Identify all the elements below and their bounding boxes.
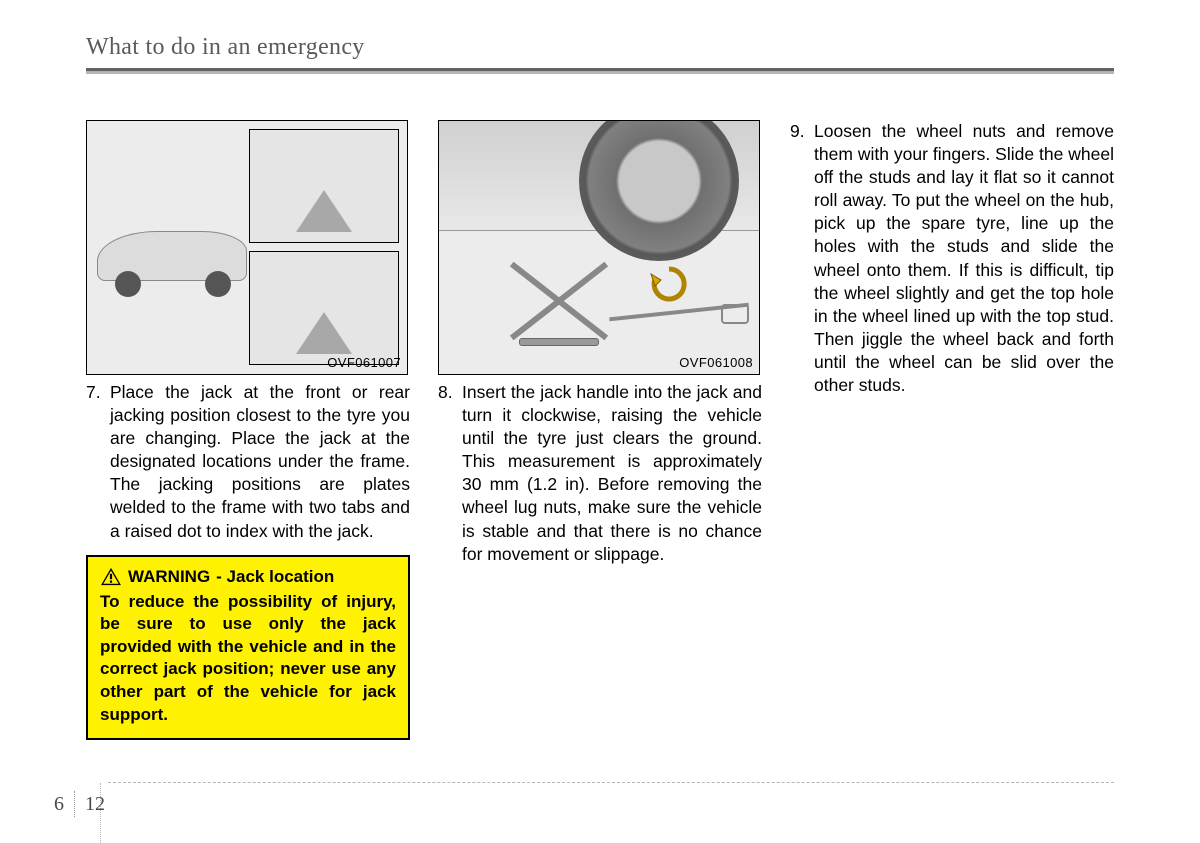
- step-text: Place the jack at the front or rear jack…: [110, 381, 410, 543]
- content-columns: OVF061007 7. Place the jack at the front…: [86, 120, 1114, 740]
- step-number: 8.: [438, 381, 462, 566]
- column-right: 9. Loosen the wheel nuts and remove them…: [790, 120, 1114, 740]
- warning-box: WARNING - Jack location To reduce the po…: [86, 555, 410, 741]
- step-8: 8. Insert the jack handle into the jack …: [438, 381, 762, 566]
- page-footer: 6 12: [54, 791, 105, 817]
- jack-handle-socket: [721, 304, 749, 324]
- page-number: 12: [85, 793, 105, 816]
- jack-icon: [296, 190, 352, 232]
- warning-triangle-icon: [100, 567, 122, 586]
- column-middle: OVF061008 8. Insert the jack handle into…: [438, 120, 762, 740]
- footer-divider: [74, 791, 75, 817]
- warning-title-sub: - Jack location: [216, 567, 334, 587]
- column-left: OVF061007 7. Place the jack at the front…: [86, 120, 410, 740]
- tire-illustration: [579, 120, 739, 261]
- inset-jack-front: [249, 129, 399, 243]
- jack-icon: [296, 312, 352, 354]
- chapter-number: 6: [54, 793, 64, 816]
- figure-jack-positions: OVF061007: [86, 120, 408, 375]
- step-number: 9.: [790, 120, 814, 397]
- step-7: 7. Place the jack at the front or rear j…: [86, 381, 410, 543]
- warning-title: WARNING - Jack location: [100, 567, 396, 587]
- figure-label: OVF061007: [327, 355, 401, 370]
- figure-label: OVF061008: [679, 355, 753, 370]
- header-rule: [86, 68, 1114, 74]
- clockwise-arrow-icon: [649, 264, 689, 304]
- step-text: Insert the jack handle into the jack and…: [462, 381, 762, 566]
- step-text: Loosen the wheel nuts and remove them wi…: [814, 120, 1114, 397]
- wheel-front: [115, 271, 141, 297]
- scissor-jack: [499, 256, 619, 346]
- footer-rule: [108, 782, 1114, 783]
- wheel-rear: [205, 271, 231, 297]
- figure-jack-handle: OVF061008: [438, 120, 760, 375]
- warning-title-main: WARNING: [128, 567, 210, 587]
- warning-body: To reduce the possibility of injury, be …: [100, 591, 396, 727]
- section-title: What to do in an emergency: [86, 34, 365, 61]
- step-9: 9. Loosen the wheel nuts and remove them…: [790, 120, 1114, 397]
- step-number: 7.: [86, 381, 110, 543]
- inset-jack-rear: [249, 251, 399, 365]
